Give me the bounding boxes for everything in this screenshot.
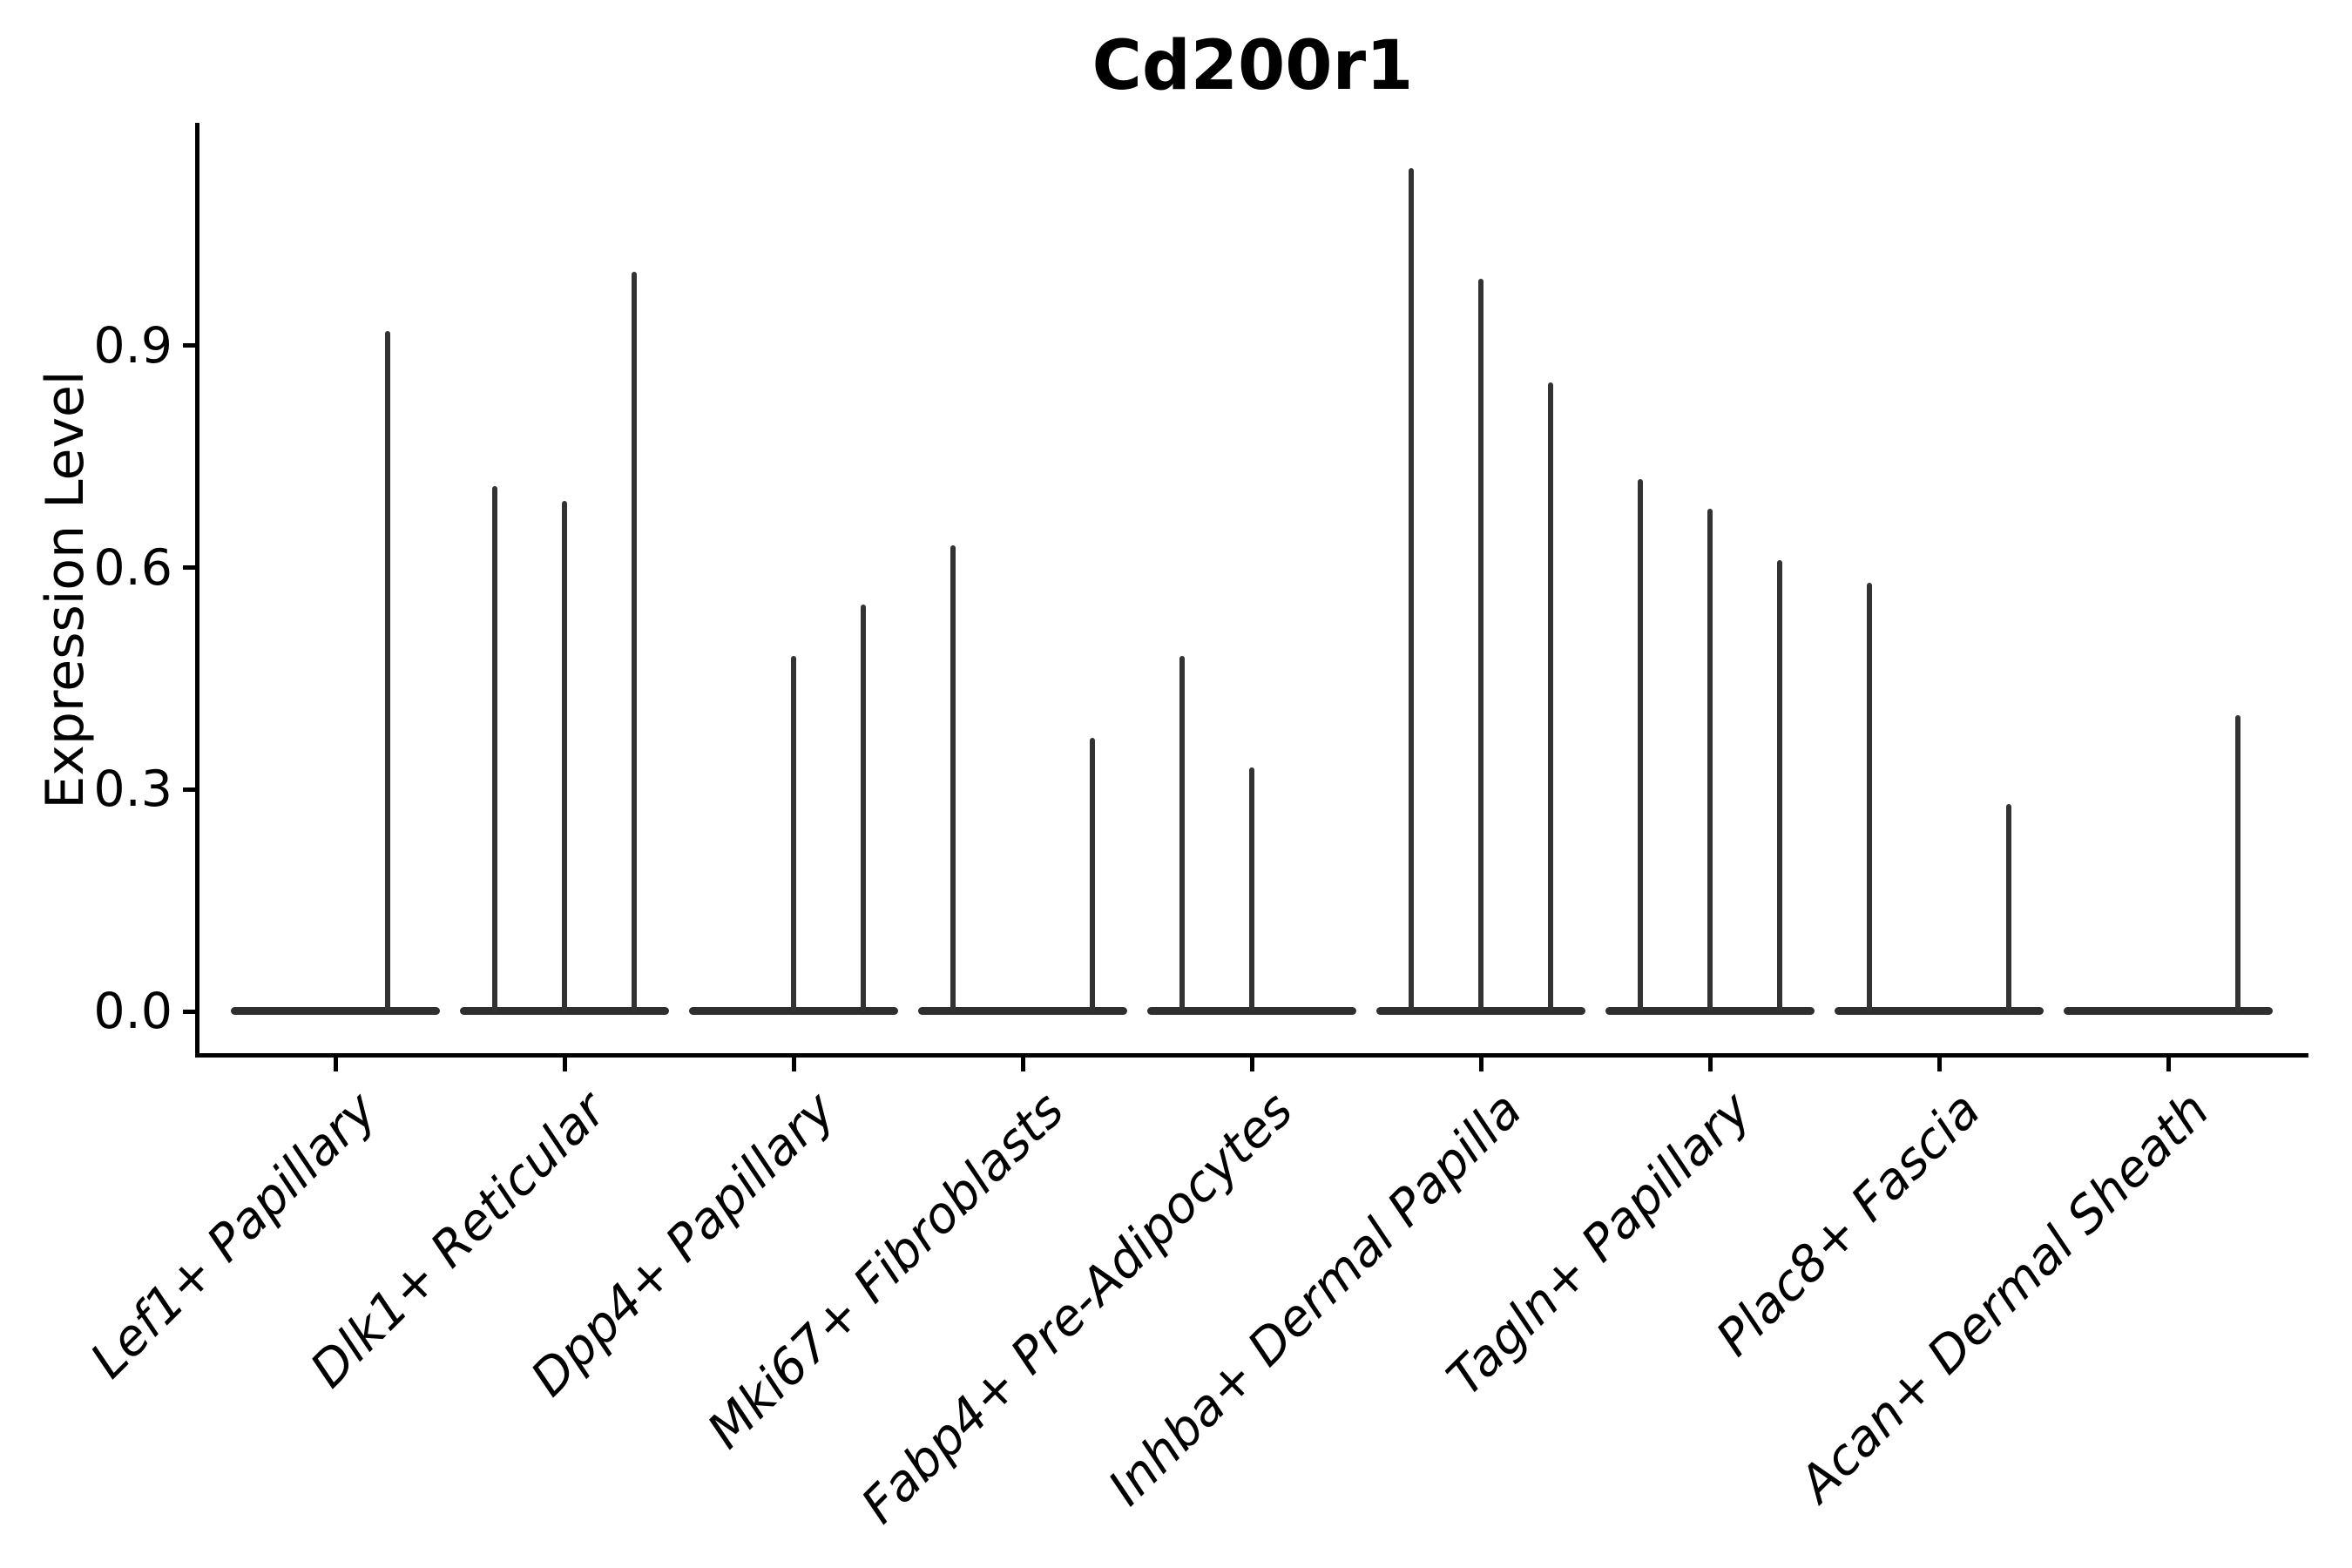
violin-spike <box>2005 804 2011 1011</box>
violin-spike <box>1707 508 1713 1011</box>
x-tick <box>791 1058 796 1071</box>
x-axis-line <box>195 1053 2308 1058</box>
x-tick <box>1936 1058 1942 1071</box>
violin-baseline <box>918 1007 1127 1015</box>
x-tick <box>2166 1058 2171 1071</box>
x-tick <box>1478 1058 1484 1071</box>
x-tick <box>1707 1058 1713 1071</box>
y-axis-title: Expression Level <box>35 370 96 809</box>
y-axis-line <box>195 123 199 1057</box>
y-tick <box>183 343 197 348</box>
violin-spike <box>385 330 390 1011</box>
violin-spike <box>950 545 956 1011</box>
x-tick <box>1020 1058 1025 1071</box>
violin-baseline <box>231 1007 440 1015</box>
violin-spike <box>2234 715 2240 1011</box>
violin-spike <box>1478 279 1484 1011</box>
x-tick <box>333 1058 338 1071</box>
x-tick-label: Inhba+ Dermal Papilla <box>1098 1081 1533 1517</box>
violin-spike <box>562 501 567 1011</box>
violin-spike <box>1179 656 1186 1011</box>
violin-baseline <box>1835 1007 2044 1015</box>
y-tick-label: 0.9 <box>93 316 172 375</box>
y-tick-label: 0.6 <box>93 538 172 597</box>
y-tick <box>183 565 197 571</box>
x-tick <box>562 1058 567 1071</box>
violin-spike <box>1547 382 1553 1011</box>
y-tick-label: 0.3 <box>93 760 172 819</box>
x-tick-label: Acan+ Dermal Sheath <box>1788 1081 2220 1513</box>
y-tick <box>183 787 197 792</box>
violin-spike <box>860 605 866 1011</box>
y-tick-label: 0.0 <box>93 983 172 1040</box>
violin-spike <box>1249 767 1254 1011</box>
y-tick <box>183 1009 197 1014</box>
violin-spike <box>1409 168 1415 1011</box>
violin-spike <box>1776 560 1782 1011</box>
x-tick-label: Fabp4+ Pre-Adipocytes <box>850 1081 1304 1535</box>
violin-spike <box>1867 582 1873 1011</box>
violin-spike <box>492 486 498 1011</box>
violin-spike <box>791 656 796 1011</box>
plot-title: Cd200r1 <box>1092 27 1414 105</box>
violin-baseline <box>2064 1007 2273 1015</box>
violin-spike <box>1638 478 1644 1011</box>
violin-spike <box>631 272 637 1011</box>
x-tick <box>1249 1058 1254 1071</box>
violin-spike <box>1089 737 1095 1011</box>
